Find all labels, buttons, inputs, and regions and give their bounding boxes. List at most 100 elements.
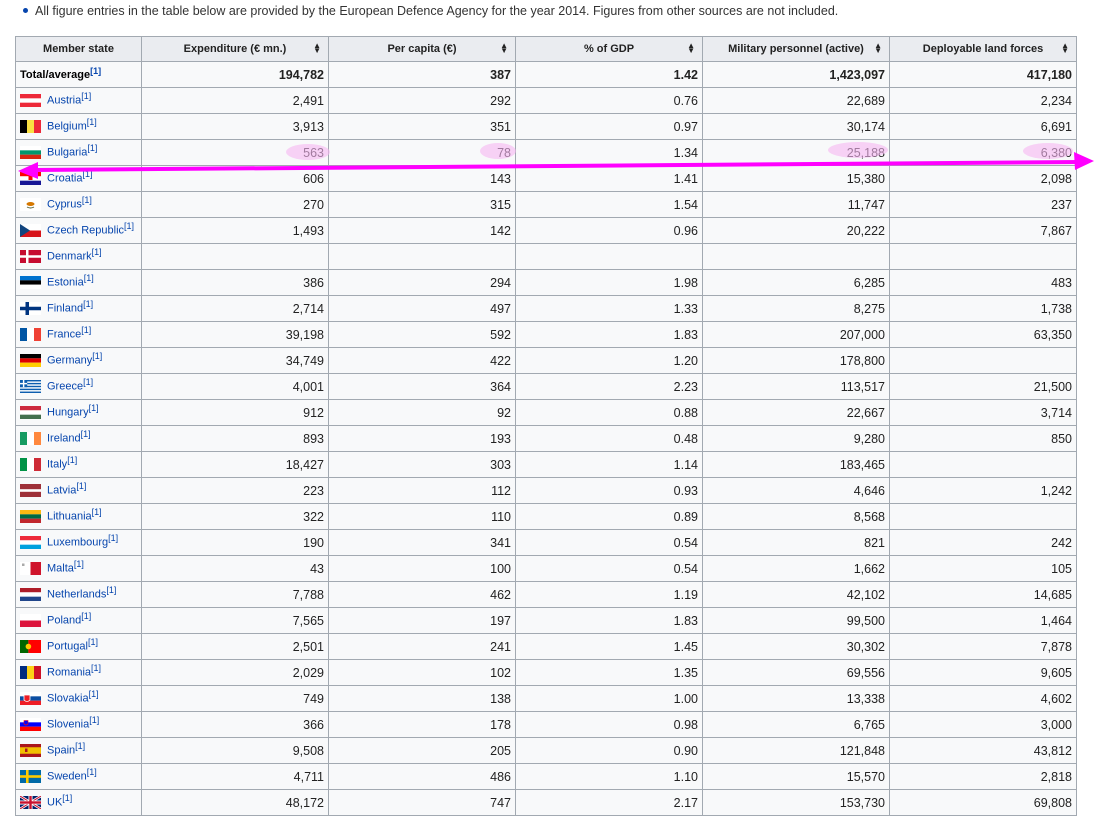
belgium-flag-icon (20, 120, 41, 133)
country-link[interactable]: Latvia (47, 484, 76, 496)
gdp-cell: 0.93 (516, 478, 703, 504)
luxembourg-flag-icon (20, 536, 41, 549)
country-link[interactable]: Greece (47, 380, 83, 392)
country-link[interactable]: Cyprus (47, 198, 82, 210)
ref-link[interactable]: [1] (62, 793, 72, 803)
ref-link[interactable]: [1] (87, 767, 97, 777)
per-capita-cell: 364 (329, 374, 516, 400)
expenditure-cell: 912 (142, 400, 329, 426)
country-link[interactable]: Slovenia (47, 718, 89, 730)
sort-icon[interactable]: ▲ ▼ (1061, 43, 1069, 53)
header-gdp[interactable]: % of GDP ▲ ▼ (516, 37, 703, 62)
header-member-state[interactable]: Member state (16, 37, 142, 62)
country-link[interactable]: Austria (47, 94, 81, 106)
country-link[interactable]: Lithuania (47, 510, 92, 522)
personnel-cell: 69,556 (703, 660, 890, 686)
ref-link[interactable]: [1] (67, 455, 77, 465)
ref-link[interactable]: [1] (91, 663, 101, 673)
country-link[interactable]: UK (47, 796, 62, 808)
gdp-cell: 1.20 (516, 348, 703, 374)
croatia-flag-icon (20, 172, 41, 185)
ref-link[interactable]: [1] (81, 91, 91, 101)
country-link[interactable]: Denmark (47, 250, 92, 262)
per-capita-cell: 102 (329, 660, 516, 686)
ref-link[interactable]: [1] (83, 377, 93, 387)
table-row: Netherlands[1] 7,788 462 1.19 42,102 14,685 (16, 582, 1077, 608)
table-row: Ireland[1] 893 193 0.48 9,280 850 (16, 426, 1077, 452)
per-capita-cell: 292 (329, 88, 516, 114)
country-link[interactable]: Belgium (47, 120, 87, 132)
ref-link[interactable]: [1] (89, 689, 99, 699)
slovakia-flag-icon (20, 692, 41, 705)
personnel-cell: 25,188 (703, 140, 890, 166)
gdp-cell: 1.98 (516, 270, 703, 296)
header-per-capita[interactable]: Per capita (€) ▲ ▼ (329, 37, 516, 62)
ref-link[interactable]: [1] (92, 351, 102, 361)
country-link[interactable]: Romania (47, 666, 91, 678)
country-link[interactable]: France (47, 328, 81, 340)
personnel-cell: 207,000 (703, 322, 890, 348)
ref-link[interactable]: [1] (82, 169, 92, 179)
expenditure-cell: 2,501 (142, 634, 329, 660)
country-link[interactable]: Slovakia (47, 692, 89, 704)
country-link[interactable]: Germany (47, 354, 92, 366)
ref-link[interactable]: [1] (81, 429, 91, 439)
gdp-cell: 0.96 (516, 218, 703, 244)
ref-link[interactable]: [1] (87, 117, 97, 127)
ref-link[interactable]: [1] (74, 559, 84, 569)
ref-link[interactable]: [1] (106, 585, 116, 595)
country-link[interactable]: Luxembourg (47, 536, 108, 548)
country-link[interactable]: Italy (47, 458, 67, 470)
per-capita-cell: 422 (329, 348, 516, 374)
ref-link[interactable]: [1] (81, 325, 91, 335)
country-link[interactable]: Spain (47, 744, 75, 756)
ref-link[interactable]: [1] (92, 247, 102, 257)
sort-icon[interactable]: ▲ ▼ (874, 43, 882, 53)
ref-link[interactable]: [1] (81, 611, 91, 621)
land-forces-cell: 1,242 (890, 478, 1077, 504)
ref-link[interactable]: [1] (108, 533, 118, 543)
ref-link[interactable]: [1] (83, 299, 93, 309)
per-capita-cell: 178 (329, 712, 516, 738)
ref-link[interactable]: [1] (75, 741, 85, 751)
member-state-cell: Portugal[1] (16, 634, 142, 660)
land-forces-cell: 14,685 (890, 582, 1077, 608)
per-capita-cell: 197 (329, 608, 516, 634)
country-link[interactable]: Czech Republic (47, 224, 124, 236)
table-row: Latvia[1] 223 112 0.93 4,646 1,242 (16, 478, 1077, 504)
sort-icon[interactable]: ▲ ▼ (687, 43, 695, 53)
ref-link[interactable]: [1] (84, 273, 94, 283)
country-link[interactable]: Hungary (47, 406, 89, 418)
country-link[interactable]: Poland (47, 614, 81, 626)
country-link[interactable]: Netherlands (47, 588, 106, 600)
table-row: Malta[1] 43 100 0.54 1,662 105 (16, 556, 1077, 582)
ref-link[interactable]: [1] (90, 66, 101, 76)
ref-link[interactable]: [1] (124, 221, 134, 231)
country-link[interactable]: Malta (47, 562, 74, 574)
table-row: Germany[1] 34,749 422 1.20 178,800 (16, 348, 1077, 374)
expenditure-cell: 7,565 (142, 608, 329, 634)
country-link[interactable]: Sweden (47, 770, 87, 782)
country-link[interactable]: Bulgaria (47, 146, 87, 158)
sort-icon[interactable]: ▲ ▼ (500, 43, 508, 53)
ref-link[interactable]: [1] (89, 403, 99, 413)
ref-link[interactable]: [1] (89, 715, 99, 725)
country-link[interactable]: Croatia (47, 172, 82, 184)
country-link[interactable]: Ireland (47, 432, 81, 444)
personnel-cell: 20,222 (703, 218, 890, 244)
ref-link[interactable]: [1] (87, 143, 97, 153)
country-link[interactable]: Finland (47, 302, 83, 314)
ref-link[interactable]: [1] (76, 481, 86, 491)
header-land-forces[interactable]: Deployable land forces ▲ ▼ (890, 37, 1077, 62)
country-link[interactable]: Estonia (47, 276, 84, 288)
header-military-personnel[interactable]: Military personnel (active) ▲ ▼ (703, 37, 890, 62)
ref-link[interactable]: [1] (82, 195, 92, 205)
ref-link[interactable]: [1] (92, 507, 102, 517)
ref-link[interactable]: [1] (88, 637, 98, 647)
sort-icon[interactable]: ▲ ▼ (313, 43, 321, 53)
gdp-cell: 0.54 (516, 530, 703, 556)
country-link[interactable]: Portugal (47, 640, 88, 652)
expenditure-cell: 893 (142, 426, 329, 452)
header-expenditure[interactable]: Expenditure (€ mn.) ▲ ▼ (142, 37, 329, 62)
gdp-cell: 0.76 (516, 88, 703, 114)
